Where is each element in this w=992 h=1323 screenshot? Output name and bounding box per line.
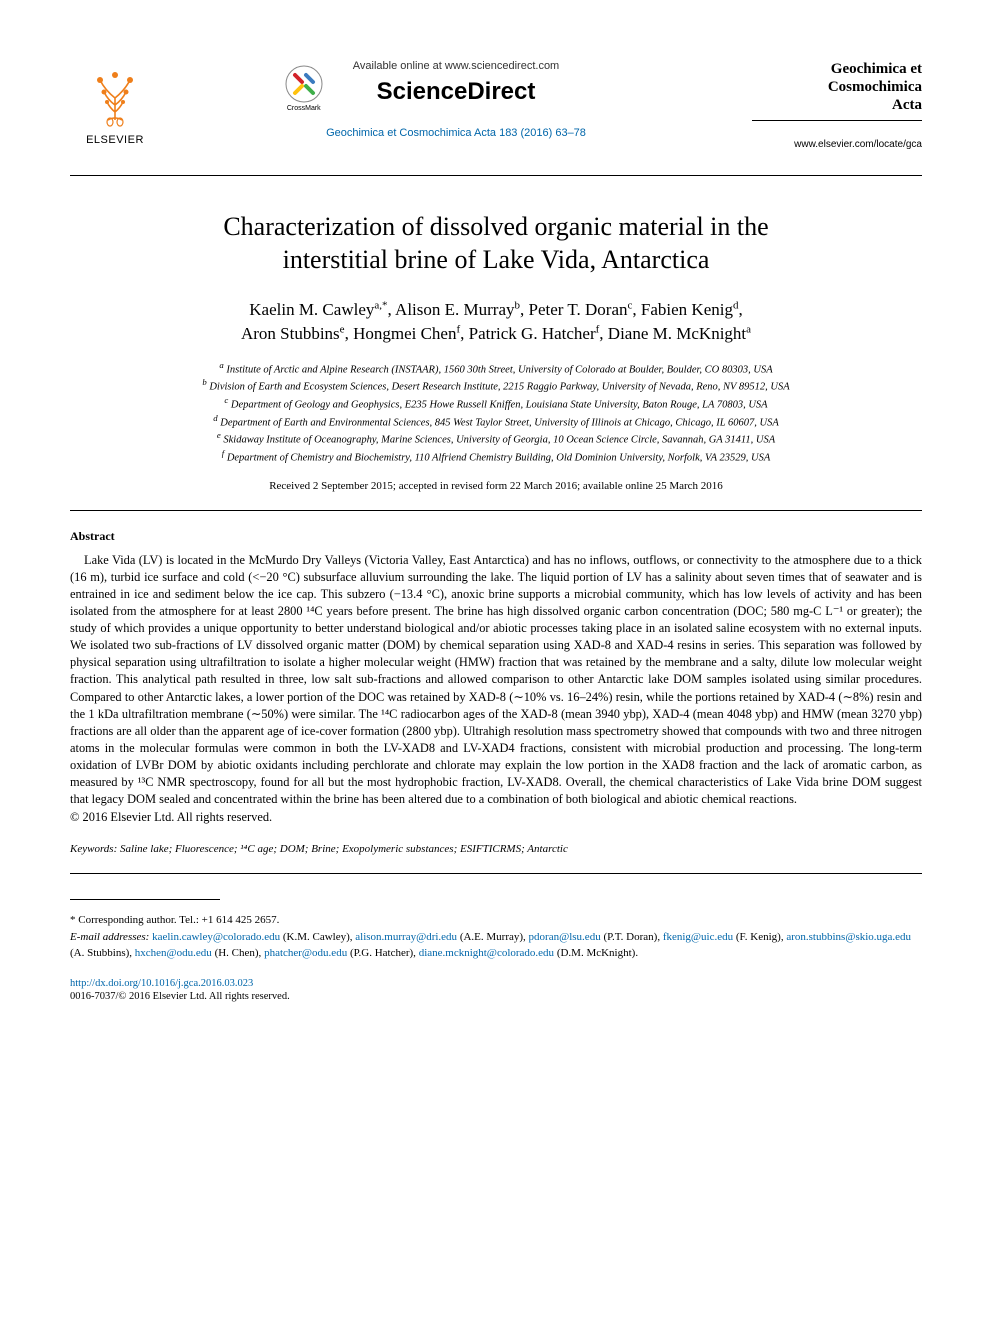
author-aff-sup: a bbox=[746, 323, 751, 335]
email-link[interactable]: kaelin.cawley@colorado.edu bbox=[152, 931, 280, 943]
author: , Alison E. Murray bbox=[388, 300, 515, 319]
author: , Hongmei Chen bbox=[345, 324, 457, 343]
author: , Peter T. Doran bbox=[520, 300, 627, 319]
email-attribution: (K.M. Cawley), bbox=[280, 931, 355, 943]
affiliation: Department of Chemistry and Biochemistry… bbox=[227, 452, 770, 463]
affiliation: Department of Geology and Geophysics, E2… bbox=[231, 399, 768, 410]
email-link[interactable]: phatcher@odu.edu bbox=[264, 947, 347, 959]
author: , Patrick G. Hatcher bbox=[460, 324, 595, 343]
email-attribution: (A.E. Murray), bbox=[457, 931, 528, 943]
affiliation: Institute of Arctic and Alpine Research … bbox=[226, 364, 772, 375]
author-sep: , bbox=[738, 300, 742, 319]
affiliation: Department of Earth and Environmental Sc… bbox=[220, 417, 779, 428]
author: , Diane M. McKnight bbox=[599, 324, 746, 343]
doi-link[interactable]: http://dx.doi.org/10.1016/j.gca.2016.03.… bbox=[70, 978, 922, 989]
email-link[interactable]: pdoran@lsu.edu bbox=[529, 931, 601, 943]
abstract-body: Lake Vida (LV) is located in the McMurdo… bbox=[70, 552, 922, 809]
keywords-label: Keywords: bbox=[70, 843, 117, 855]
copyright-line: © 2016 Elsevier Ltd. All rights reserved… bbox=[70, 810, 922, 825]
paper-title: Characterization of dissolved organic ma… bbox=[70, 211, 922, 276]
elsevier-label: ELSEVIER bbox=[86, 134, 144, 146]
citation-link[interactable]: Geochimica et Cosmochimica Acta 183 (201… bbox=[326, 127, 586, 139]
author-aff-sup: a, bbox=[374, 299, 382, 311]
crossmark-block[interactable]: CrossMark bbox=[285, 65, 323, 112]
center-header: CrossMark Available online at www.scienc… bbox=[160, 60, 752, 140]
title-line: interstitial brine of Lake Vida, Antarct… bbox=[283, 245, 710, 274]
email-link[interactable]: aron.stubbins@skio.uga.edu bbox=[786, 931, 911, 943]
author: , Fabien Kenig bbox=[632, 300, 733, 319]
author: Aron Stubbins bbox=[241, 324, 340, 343]
affiliations: a Institute of Arctic and Alpine Researc… bbox=[70, 360, 922, 466]
footnotes: * Corresponding author. Tel.: +1 614 425… bbox=[70, 912, 922, 962]
journal-block: Geochimica et Cosmochimica Acta www.else… bbox=[752, 60, 922, 150]
rule bbox=[70, 175, 922, 176]
article-dates: Received 2 September 2015; accepted in r… bbox=[70, 480, 922, 492]
available-online-line: Available online at www.sciencedirect.co… bbox=[353, 60, 559, 72]
affiliation: Division of Earth and Ecosystem Sciences… bbox=[209, 382, 789, 393]
abstract-heading: Abstract bbox=[70, 529, 922, 544]
affiliation: Skidaway Institute of Oceanography, Mari… bbox=[223, 435, 775, 446]
email-attribution: (P.T. Doran), bbox=[601, 931, 663, 943]
issn-line: 0016-7037/© 2016 Elsevier Ltd. All right… bbox=[70, 991, 922, 1002]
doi-text[interactable]: http://dx.doi.org/10.1016/j.gca.2016.03.… bbox=[70, 978, 253, 989]
footnote-rule bbox=[70, 899, 220, 900]
email-attribution: (H. Chen), bbox=[212, 947, 264, 959]
author: Kaelin M. Cawley bbox=[249, 300, 374, 319]
journal-title-line: Cosmochimica bbox=[752, 78, 922, 96]
email-attribution: (P.G. Hatcher), bbox=[347, 947, 418, 959]
journal-url: www.elsevier.com/locate/gca bbox=[752, 139, 922, 150]
email-link[interactable]: hxchen@odu.edu bbox=[135, 947, 212, 959]
journal-title-line: Geochimica et bbox=[752, 60, 922, 78]
elsevier-tree-icon bbox=[80, 60, 150, 130]
email-addresses: E-mail addresses: kaelin.cawley@colorado… bbox=[70, 929, 922, 962]
email-link[interactable]: fkenig@uic.edu bbox=[663, 931, 733, 943]
elsevier-logo-block: ELSEVIER bbox=[70, 60, 160, 146]
crossmark-label: CrossMark bbox=[287, 105, 321, 112]
email-attribution: (A. Stubbins), bbox=[70, 947, 135, 959]
title-line: Characterization of dissolved organic ma… bbox=[223, 212, 768, 241]
crossmark-icon bbox=[285, 65, 323, 103]
rule bbox=[70, 873, 922, 874]
authors: Kaelin M. Cawleya,*, Alison E. Murrayb, … bbox=[70, 298, 922, 346]
header-row: ELSEVIER CrossMark Available online at w… bbox=[70, 60, 922, 150]
email-attribution: (D.M. McKnight). bbox=[554, 947, 638, 959]
sciencedirect-logo: ScienceDirect bbox=[353, 78, 559, 106]
journal-title-line: Acta bbox=[752, 96, 922, 114]
keywords-line: Keywords: Saline lake; Fluorescence; ¹⁴C… bbox=[70, 843, 922, 855]
email-attribution: (F. Kenig), bbox=[733, 931, 786, 943]
email-link[interactable]: diane.mcknight@colorado.edu bbox=[419, 947, 554, 959]
email-label: E-mail addresses: bbox=[70, 931, 149, 943]
keywords-list: Saline lake; Fluorescence; ¹⁴C age; DOM;… bbox=[117, 843, 568, 855]
corresponding-author: * Corresponding author. Tel.: +1 614 425… bbox=[70, 912, 922, 929]
rule bbox=[70, 510, 922, 511]
email-link[interactable]: alison.murray@dri.edu bbox=[355, 931, 457, 943]
